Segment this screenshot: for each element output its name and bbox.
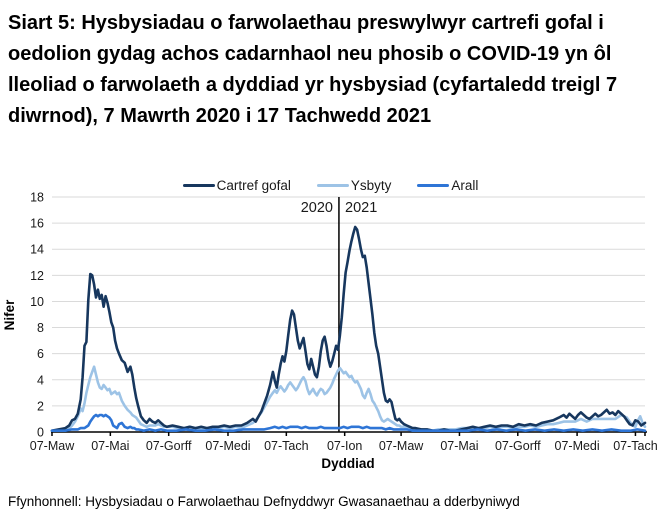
x-tick-label: 07-Maw (379, 439, 424, 453)
source-note: Ffynhonnell: Hysbysiadau o Farwolaethau … (8, 494, 520, 509)
y-tick-label: 14 (30, 243, 44, 257)
year-label-right: 2021 (345, 200, 377, 216)
legend-swatch-arall-icon (417, 183, 450, 188)
x-tick-label: 07-Mai (440, 439, 478, 453)
legend-swatch-ysbyty-icon (316, 183, 349, 188)
chart-title: Siart 5: Hysbysiadau o farwolaethau pres… (8, 12, 618, 127)
y-tick-label: 18 (30, 191, 44, 205)
x-tick-label: 07-Gorff (495, 439, 541, 453)
legend: Cartref gofal Ysbyty Arall (0, 178, 661, 193)
legend-item-ysbyty: Ysbyty (316, 178, 392, 193)
x-tick-label: 07-Maw (30, 439, 75, 453)
y-axis-title: Nifer (2, 299, 17, 331)
x-tick-label: 07-Tach (613, 439, 658, 453)
chart-area: 0 2 4 6 8 10 12 14 16 18 07-Maw 07-Mai 07-Gorff 07-Me… (0, 175, 661, 475)
series-line-cartref-gofal (50, 225, 647, 432)
x-tick-label: 07-Tach (264, 439, 309, 453)
legend-item-arall: Arall (417, 178, 478, 193)
legend-label: Cartref gofal (216, 178, 291, 193)
year-label-left: 2020 (301, 200, 333, 216)
series-line-ysbyty (50, 365, 647, 432)
y-tick-label: 10 (30, 295, 44, 309)
legend-label: Ysbyty (350, 178, 392, 193)
x-tick-label: 07-Medi (555, 439, 600, 453)
y-tick-label: 16 (30, 217, 44, 231)
x-tick-label: 07-Gorff (146, 439, 192, 453)
x-tick-label: 07-Medi (205, 439, 250, 453)
x-tick-label: 07-Mai (91, 439, 129, 453)
y-tick-label: 4 (37, 373, 44, 387)
x-tick-label: 07-Ion (327, 439, 362, 453)
x-axis-title: Dyddiad (321, 456, 374, 471)
y-tick-label: 12 (30, 269, 44, 283)
legend-label: Arall (451, 178, 479, 193)
chart-canvas: 0 2 4 6 8 10 12 14 16 18 07-Maw 07-Mai 07-Gorff 07-Me… (2, 191, 658, 472)
y-tick-label: 8 (37, 321, 44, 335)
y-tick-label: 6 (37, 347, 44, 361)
series-line-arall (50, 413, 647, 432)
legend-item-cartref-gofal: Cartref gofal (182, 178, 291, 193)
y-tick-label: 0 (37, 426, 44, 440)
y-tick-label: 2 (37, 399, 44, 413)
legend-swatch-cartref-gofal-icon (182, 183, 215, 188)
